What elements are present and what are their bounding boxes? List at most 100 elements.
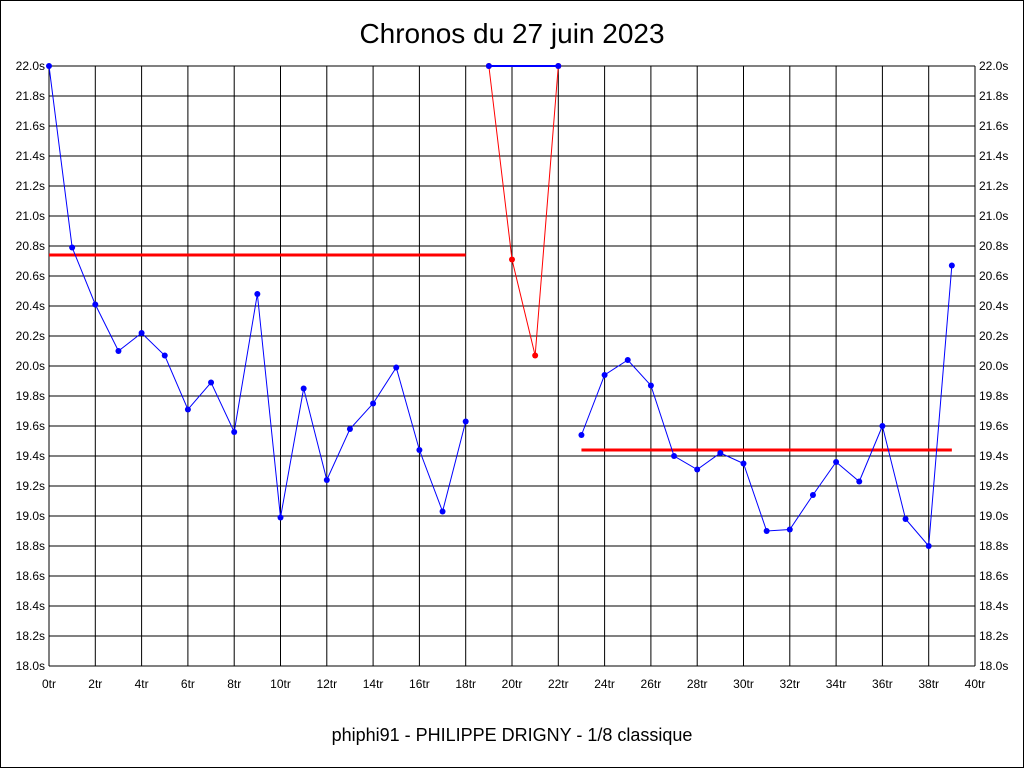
y-tick-label-right: 21.2s [979,179,1008,193]
x-tick-label: 14tr [363,677,384,691]
data-point [578,432,585,438]
y-tick-label-right: 20.4s [979,299,1008,313]
y-tick-label-left: 19.6s [16,419,45,433]
x-tick-label: 32tr [779,677,800,691]
x-tick-label: 28tr [687,677,708,691]
y-tick-label-right: 19.6s [979,419,1008,433]
y-tick-label-right: 18.4s [979,599,1008,613]
x-tick-label: 4tr [135,677,149,691]
data-point [694,466,701,473]
x-tick-label: 20tr [502,677,523,691]
chart-title: Chronos du 27 juin 2023 [359,18,665,49]
x-tick-label: 22tr [548,677,569,691]
y-tick-label-right: 21.0s [979,209,1008,223]
y-tick-label-right: 18.8s [979,539,1008,553]
data-point [462,418,469,425]
data-point [346,426,353,432]
data-point [856,478,863,485]
y-tick-label-left: 21.2s [16,179,45,193]
y-tick-label-left: 18.8s [16,539,45,553]
data-point [370,400,377,407]
data-point [115,348,122,354]
chart-caption: phiphi91 - PHILIPPE DRIGNY - 1/8 classiq… [331,725,693,745]
data-point [925,543,932,549]
grid [48,65,976,667]
y-tick-label-right: 18.6s [979,569,1008,583]
series-layer [46,63,955,549]
x-tick-label: 30tr [733,677,754,691]
y-tick-label-left: 20.2s [16,329,45,343]
data-point [833,459,840,465]
y-tick-label-left: 21.0s [16,209,45,223]
y-tick-label-right: 22.0s [979,59,1008,73]
y-tick-label-left: 18.2s [16,629,45,643]
x-tick-label: 34tr [826,677,847,691]
y-tick-label-left: 20.4s [16,299,45,313]
y-tick-label-right: 20.8s [979,239,1008,253]
y-tick-label-right: 21.4s [979,149,1008,163]
data-point [717,450,724,456]
tick-labels: 0tr 2tr 4tr 6tr 8tr 10tr 12tr 14tr 16tr 18tr 20tr 2… [16,59,1009,691]
x-tick-label: 36tr [872,677,893,691]
data-point [601,372,608,378]
data-point [671,453,678,459]
data-point [138,330,145,336]
x-tick-label: 6tr [181,677,195,691]
x-tick-label: 0tr [42,677,56,691]
y-tick-label-left: 19.2s [16,479,45,493]
x-tick-label: 26tr [641,677,662,691]
y-tick-label-right: 19.8s [979,389,1008,403]
y-tick-label-left: 19.4s [16,449,45,463]
y-tick-label-left: 20.6s [16,269,45,283]
data-point [393,364,400,371]
y-tick-label-left: 19.8s [16,389,45,403]
y-tick-label-left: 21.8s [16,89,45,103]
y-tick-label-right: 18.2s [979,629,1008,643]
data-point [809,492,816,498]
data-point [647,382,654,389]
x-tick-label: 18tr [455,677,476,691]
data-point [786,526,793,533]
y-tick-label-left: 22.0s [16,59,45,73]
y-tick-label-left: 18.0s [16,659,45,673]
y-tick-label-right: 21.8s [979,89,1008,103]
reference-lines [49,253,952,452]
y-tick-label-left: 18.6s [16,569,45,583]
data-point [763,528,770,534]
y-tick-label-left: 20.0s [16,359,45,373]
x-tick-label: 12tr [316,677,337,691]
y-tick-label-right: 20.6s [979,269,1008,283]
data-point [254,291,261,297]
y-tick-label-right: 19.2s [979,479,1008,493]
y-tick-label-right: 20.2s [979,329,1008,343]
data-point [439,508,446,515]
x-tick-label: 38tr [918,677,939,691]
data-point [555,63,562,69]
data-point [879,423,886,429]
y-tick-label-right: 18.0s [979,659,1008,673]
data-point [184,406,191,413]
data-point [532,352,539,359]
data-point [902,516,909,522]
x-tick-label: 24tr [594,677,615,691]
x-tick-label: 40tr [965,677,986,691]
x-tick-label: 2tr [88,677,102,691]
y-tick-label-left: 21.4s [16,149,45,163]
data-point [92,301,99,308]
data-point [624,357,631,363]
series-line [580,265,953,548]
data-point [485,63,492,69]
x-tick-label: 16tr [409,677,430,691]
y-tick-label-left: 21.6s [16,119,45,133]
y-tick-label-right: 19.0s [979,509,1008,523]
y-tick-label-right: 19.4s [979,449,1008,463]
series-line [488,65,559,356]
x-tick-label: 10tr [270,677,291,691]
data-point [416,447,423,453]
y-tick-label-left: 19.0s [16,509,45,523]
y-tick-label-left: 18.4s [16,599,45,613]
data-point [231,429,238,435]
data-point [948,262,955,269]
data-point [740,460,747,467]
